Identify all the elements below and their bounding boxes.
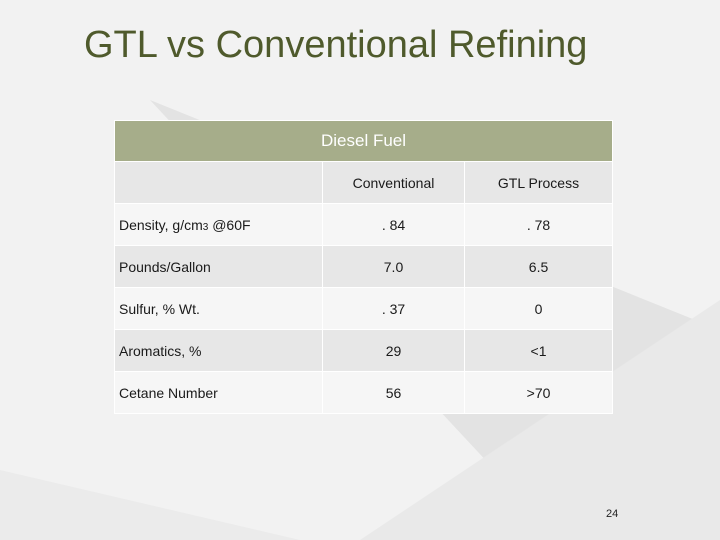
cell-gtl: <1 bbox=[463, 329, 614, 372]
slide-title: GTL vs Conventional Refining bbox=[84, 24, 588, 66]
cell-gtl: . 78 bbox=[463, 203, 614, 246]
row-label: Sulfur, % Wt. bbox=[114, 287, 323, 330]
cell-gtl: 6.5 bbox=[463, 245, 614, 288]
table-row: Density, g/cm3 @60F . 84 . 78 bbox=[114, 203, 614, 246]
column-header-row: Conventional GTL Process bbox=[114, 161, 614, 204]
table-row: Aromatics, % 29 <1 bbox=[114, 329, 614, 372]
page-number: 24 bbox=[606, 508, 619, 520]
table-row: Pounds/Gallon 7.0 6.5 bbox=[114, 245, 614, 288]
row-label: Cetane Number bbox=[114, 371, 323, 414]
row-label: Pounds/Gallon bbox=[114, 245, 323, 288]
cell-conventional: 29 bbox=[322, 329, 465, 372]
table-row: Cetane Number 56 >70 bbox=[114, 371, 614, 414]
column-header-conventional: Conventional bbox=[322, 161, 465, 204]
row-label: Aromatics, % bbox=[114, 329, 323, 372]
cell-conventional: 56 bbox=[322, 371, 465, 414]
empty-header-cell bbox=[114, 161, 323, 204]
column-header-gtl: GTL Process bbox=[463, 161, 614, 204]
table-row: Sulfur, % Wt. . 37 0 bbox=[114, 287, 614, 330]
density-label-main: Density, g/cm bbox=[119, 216, 203, 233]
cell-gtl: 0 bbox=[463, 287, 614, 330]
cell-conventional: . 84 bbox=[322, 203, 465, 246]
row-label-density: Density, g/cm3 @60F bbox=[114, 203, 323, 246]
cell-conventional: 7.0 bbox=[322, 245, 465, 288]
diesel-fuel-table: Diesel Fuel Conventional GTL Process Den… bbox=[113, 120, 614, 414]
table-header-row: Diesel Fuel bbox=[113, 120, 614, 162]
density-label-superscript: 3 bbox=[202, 221, 209, 233]
table-header: Diesel Fuel bbox=[113, 120, 614, 162]
density-label-rest: @60F bbox=[208, 216, 251, 233]
cell-gtl: >70 bbox=[463, 371, 614, 414]
cell-conventional: . 37 bbox=[322, 287, 465, 330]
